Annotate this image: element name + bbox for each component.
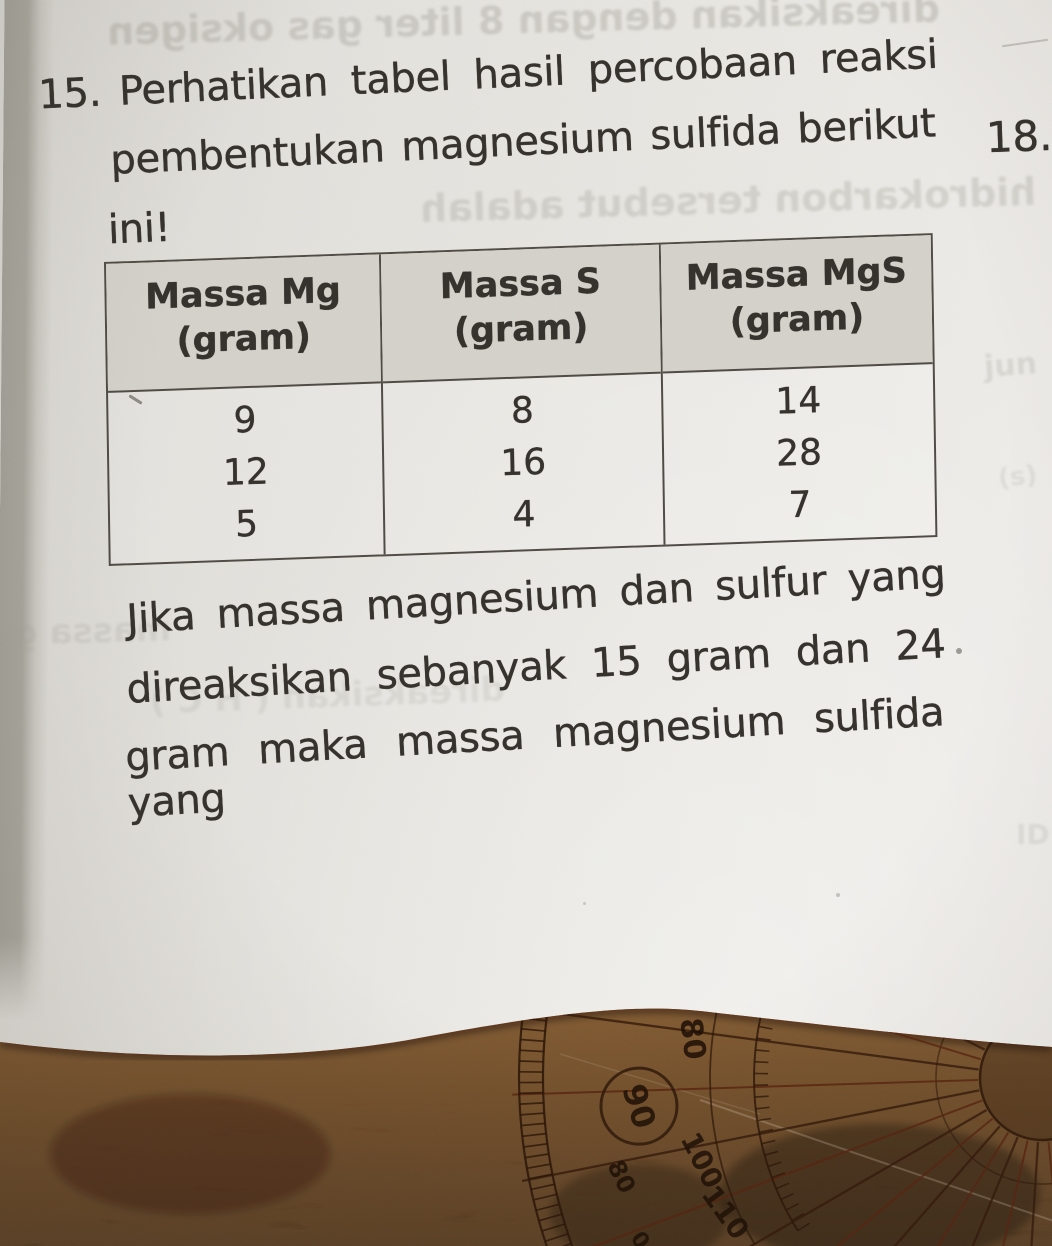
column-header: Massa S (gram) bbox=[380, 244, 661, 384]
column-header-unit: (gram) bbox=[729, 297, 865, 343]
protractor-tick bbox=[754, 1060, 769, 1064]
bleedthrough-mark: ID bbox=[1016, 818, 1050, 851]
ink-dot bbox=[583, 902, 586, 905]
protractor-tick bbox=[754, 1095, 769, 1098]
protractor-tick bbox=[760, 1014, 775, 1019]
cell-value: 14 bbox=[775, 380, 822, 423]
protractor-tick bbox=[519, 1091, 544, 1095]
cell-value: 9 bbox=[233, 399, 257, 442]
column-header: Massa Mg (gram) bbox=[106, 254, 381, 393]
protractor-tick bbox=[519, 1060, 544, 1063]
cell-value: 4 bbox=[512, 494, 536, 536]
ink-dot bbox=[956, 648, 962, 654]
cell-value: 12 bbox=[222, 451, 270, 494]
protractor-label: 80 bbox=[672, 1016, 712, 1062]
column-header-unit: (gram) bbox=[176, 316, 312, 362]
protractor-tick bbox=[771, 984, 784, 986]
protractor-tick bbox=[525, 997, 549, 1001]
protractor-tick bbox=[523, 1008, 548, 1012]
experiment-results-table: Massa Mg (gram) 9 12 5 Massa S (gram) 8 … bbox=[104, 233, 938, 566]
protractor-tick bbox=[767, 992, 780, 996]
cell-value: 5 bbox=[234, 503, 259, 546]
column-header-unit: (gram) bbox=[453, 307, 589, 352]
column-header-title: Massa Mg bbox=[144, 270, 342, 318]
margin-question-number: 18. bbox=[985, 110, 1052, 163]
cell-value: 7 bbox=[788, 484, 812, 527]
table-column-massa-s: Massa S (gram) 8 16 4 bbox=[380, 244, 666, 555]
bleedthrough-mark: jun bbox=[982, 346, 1039, 385]
column-header: Massa MgS (gram) bbox=[660, 235, 933, 374]
protractor-tick bbox=[527, 986, 551, 990]
column-values: 9 12 5 bbox=[108, 383, 384, 564]
cell-value: 28 bbox=[775, 432, 823, 475]
book-page-edge bbox=[0, 0, 67, 1021]
column-values: 14 28 7 bbox=[663, 364, 936, 544]
column-values: 8 16 4 bbox=[383, 374, 664, 555]
question-number: 15. bbox=[37, 69, 103, 119]
protractor-tick bbox=[764, 1003, 778, 1007]
table-column-massa-mgs: Massa MgS (gram) 14 28 7 bbox=[660, 235, 936, 544]
protractor-tick bbox=[519, 1102, 544, 1105]
column-header-title: Massa MgS bbox=[685, 250, 908, 299]
question-line: ini! bbox=[107, 204, 172, 254]
ink-dot bbox=[836, 893, 840, 897]
bleedthrough-mark: (s) bbox=[996, 460, 1039, 494]
table-column-massa-mg: Massa Mg (gram) 9 12 5 bbox=[106, 254, 386, 564]
